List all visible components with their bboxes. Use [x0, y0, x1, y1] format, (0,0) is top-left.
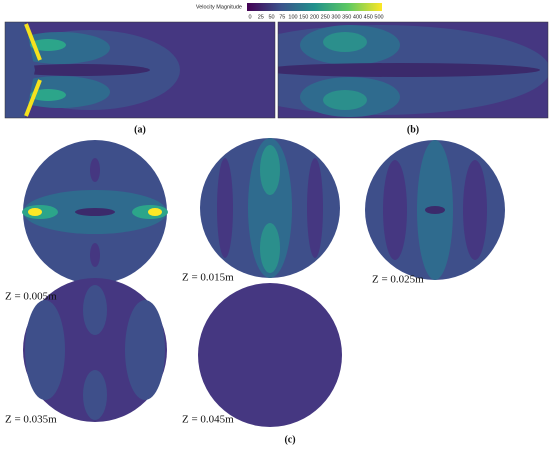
injector — [24, 79, 42, 117]
colorbar-tick-label: 350 — [342, 14, 351, 20]
slice — [365, 140, 505, 280]
slice — [200, 138, 340, 278]
panel-a-plot — [5, 22, 275, 118]
slice — [22, 140, 168, 284]
slice-label: Z = 0.025m — [372, 274, 424, 286]
colorbar-tick-label: 300 — [331, 14, 340, 20]
colorbar-tick-label: 50 — [268, 14, 274, 20]
colorbar-tick-label: 500 — [374, 14, 383, 20]
colorbar-ticks: 0 25 50 75 100 150 200 250 300 350 400 450 500 — [248, 14, 383, 20]
panel-b-frame — [277, 21, 549, 119]
colorbar-tick-label: 450 — [364, 14, 373, 20]
slice-label: Z = 0.015m — [182, 272, 234, 284]
slice-label: Z = 0.005m — [5, 291, 57, 303]
slice-label: Z = 0.035m — [5, 414, 57, 426]
colorbar-tick-label: 400 — [353, 14, 362, 20]
slice — [198, 283, 342, 427]
panel-b-plot — [278, 22, 548, 118]
colorbar-tick-label: 250 — [321, 14, 330, 20]
panel-label: (c) — [284, 434, 295, 445]
colorbar-tick-label: 150 — [299, 14, 308, 20]
colorbar-tick-label: 100 — [288, 14, 297, 20]
slice-label: Z = 0.045m — [182, 414, 234, 426]
colorbar-tick-label: 75 — [279, 14, 285, 20]
panel-label: (a) — [134, 124, 146, 135]
slice — [23, 278, 167, 422]
panel-a-frame — [4, 21, 276, 119]
colorbar-tick-label: 0 — [248, 14, 251, 20]
colorbar-tick-label: 200 — [310, 14, 319, 20]
injector — [24, 23, 42, 61]
colorbar-tick-label: 25 — [258, 14, 264, 20]
panel-label: (b) — [407, 124, 419, 135]
colorbar-title: Velocity Magnitude — [196, 4, 242, 10]
colorbar — [247, 3, 382, 11]
